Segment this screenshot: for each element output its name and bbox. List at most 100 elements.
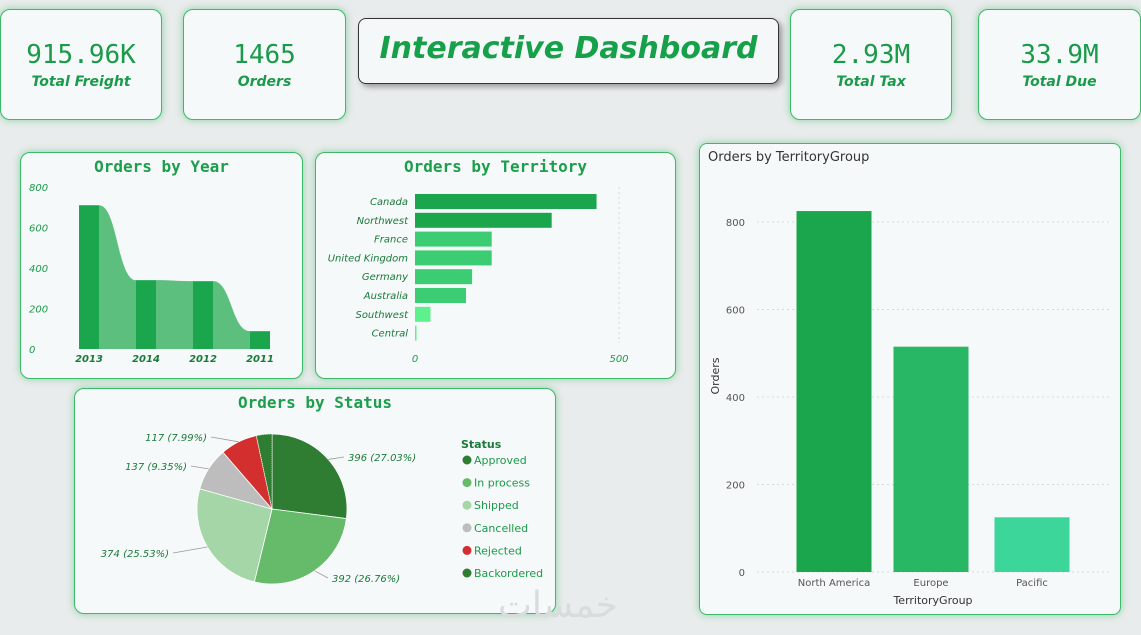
x-tick-label: Pacific bbox=[1016, 578, 1048, 589]
leader-line bbox=[210, 436, 239, 443]
kpi-label: Total Freight bbox=[31, 74, 131, 90]
watermark: خمسات bbox=[498, 585, 619, 626]
category-label: Germany bbox=[362, 272, 409, 283]
category-label: United Kingdom bbox=[328, 253, 409, 264]
legend-item: Rejected bbox=[474, 544, 522, 557]
y-tick-label: 400 bbox=[29, 264, 48, 275]
data-label: 392 (26.76%) bbox=[332, 574, 400, 585]
kpi-value: 2.93M bbox=[831, 40, 911, 70]
kpi-total-freight: 915.96K Total Freight bbox=[0, 9, 162, 120]
bar bbox=[250, 331, 270, 349]
orders-by-territorygroup-card[interactable]: Orders by TerritoryGroup 0 200 400 600 800 No… bbox=[699, 143, 1121, 615]
y-tick-label: 0 bbox=[739, 568, 745, 579]
y-axis-title: Orders bbox=[709, 357, 722, 394]
bar bbox=[415, 212, 552, 228]
chart-title: Orders by Year bbox=[94, 157, 229, 176]
bar bbox=[796, 211, 872, 572]
legend-marker bbox=[462, 523, 472, 533]
x-tick-label: Europe bbox=[913, 578, 948, 589]
bar bbox=[415, 269, 473, 285]
bar bbox=[893, 346, 969, 572]
bar bbox=[193, 281, 213, 349]
legend-item: In process bbox=[474, 477, 530, 490]
x-tick-label: 2014 bbox=[132, 354, 160, 365]
kpi-label: Total Due bbox=[1022, 74, 1097, 90]
legend-item: Cancelled bbox=[474, 522, 528, 535]
kpi-label: Orders bbox=[237, 74, 292, 90]
y-tick-label: 0 bbox=[29, 345, 35, 356]
orders-by-territory-chart: Canada Northwest France United Kingdom Germa… bbox=[328, 187, 629, 365]
orders-by-status-card[interactable]: Orders by Status 396 (27.03%) 392 (26.76%… bbox=[74, 388, 556, 614]
data-label: 396 (27.03%) bbox=[348, 453, 416, 464]
kpi-total-due: 33.9M Total Due bbox=[978, 9, 1141, 120]
dashboard-title: Interactive Dashboard bbox=[379, 31, 758, 66]
pie-slice bbox=[253, 508, 347, 585]
kpi-value: 33.9M bbox=[1020, 40, 1099, 70]
orders-by-territorygroup-chart: 0 200 400 600 800 North America Europe Pacific T… bbox=[709, 211, 1110, 607]
category-label: Australia bbox=[363, 291, 408, 302]
bar bbox=[79, 205, 99, 349]
orders-by-status-chart: 396 (27.03%) 392 (26.76%) 374 (25.53%) 137 … bbox=[101, 433, 543, 585]
bar bbox=[994, 517, 1070, 572]
kpi-value: 1465 bbox=[233, 40, 296, 70]
legend-item: Backordered bbox=[474, 567, 543, 580]
kpi-orders: 1465 Orders bbox=[183, 9, 346, 120]
pie-slice bbox=[271, 433, 348, 519]
x-tick-label: 2011 bbox=[246, 354, 274, 365]
kpi-value: 915.96K bbox=[26, 40, 136, 70]
y-tick-label: 600 bbox=[29, 224, 48, 235]
leader-line bbox=[314, 570, 329, 579]
ribbon bbox=[213, 281, 250, 349]
chart-title: Orders by Territory bbox=[403, 157, 588, 176]
bar bbox=[415, 250, 492, 266]
pie-slice bbox=[255, 433, 273, 510]
bar bbox=[136, 280, 156, 349]
category-label: France bbox=[374, 235, 408, 246]
y-tick-label: 200 bbox=[726, 481, 745, 492]
kpi-total-tax: 2.93M Total Tax bbox=[790, 9, 952, 120]
bar bbox=[415, 194, 597, 209]
y-tick-label: 200 bbox=[29, 305, 48, 316]
data-label: 117 (7.99%) bbox=[145, 433, 207, 444]
ribbon bbox=[99, 205, 136, 349]
category-label: Central bbox=[372, 329, 409, 340]
bar bbox=[415, 306, 431, 322]
legend-item: Approved bbox=[474, 454, 527, 467]
leader-line bbox=[172, 546, 208, 554]
bar bbox=[415, 231, 492, 247]
pie-slice bbox=[222, 435, 273, 510]
x-axis-title: TerritoryGroup bbox=[892, 594, 972, 607]
x-tick-label: 2013 bbox=[75, 354, 103, 365]
category-label: Southwest bbox=[355, 310, 409, 321]
data-label: 137 (9.35%) bbox=[125, 462, 187, 473]
dashboard-title-box: Interactive Dashboard bbox=[358, 18, 779, 84]
data-label: 374 (25.53%) bbox=[101, 549, 169, 560]
leader-line bbox=[328, 456, 345, 460]
legend-marker bbox=[462, 455, 472, 465]
y-tick-label: 400 bbox=[726, 393, 745, 404]
x-tick-label: North America bbox=[798, 578, 870, 589]
legend-marker bbox=[462, 478, 472, 488]
chart-title: Orders by Status bbox=[237, 393, 393, 412]
y-tick-label: 800 bbox=[726, 218, 745, 229]
legend-item: Shipped bbox=[474, 499, 519, 512]
category-label: Northwest bbox=[357, 216, 410, 227]
orders-by-territory-card[interactable]: Orders by Territory Canada Northwest Franc… bbox=[315, 152, 676, 379]
legend-title: Status bbox=[461, 438, 502, 451]
chart-title: Orders by TerritoryGroup bbox=[708, 150, 870, 165]
x-tick-label: 0 bbox=[412, 354, 418, 365]
x-tick-label: 500 bbox=[609, 354, 628, 365]
ribbon bbox=[156, 280, 193, 349]
category-label: Canada bbox=[370, 197, 408, 208]
y-tick-label: 600 bbox=[726, 306, 745, 317]
legend-marker bbox=[462, 568, 472, 578]
kpi-label: Total Tax bbox=[836, 74, 906, 90]
leader-line bbox=[190, 465, 209, 470]
legend-marker bbox=[462, 500, 472, 510]
bar bbox=[415, 325, 417, 341]
pie-slice bbox=[196, 488, 273, 583]
legend-marker bbox=[462, 545, 472, 555]
bar bbox=[415, 288, 466, 303]
orders-by-year-card[interactable]: Orders by Year 0 200 400 600 800 2013 2014 2012… bbox=[20, 152, 303, 379]
orders-by-year-chart: 0 200 400 600 800 2013 2014 2012 2011 bbox=[29, 183, 274, 365]
